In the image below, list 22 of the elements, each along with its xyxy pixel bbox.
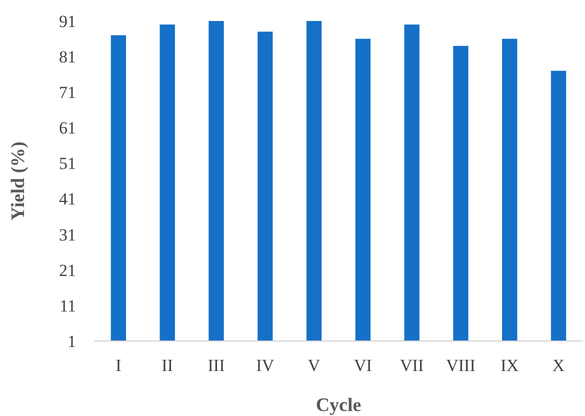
x-tick-label: VIII bbox=[446, 356, 476, 375]
x-tick-label: V bbox=[308, 356, 321, 375]
x-tick-label: X bbox=[552, 356, 565, 375]
y-tick-label: 31 bbox=[59, 225, 76, 244]
y-axis-title: Yield (%) bbox=[8, 142, 29, 220]
y-tick-label: 71 bbox=[59, 83, 76, 102]
x-tick-label: VII bbox=[400, 356, 424, 375]
y-tick-label: 11 bbox=[60, 296, 76, 316]
x-tick-label: II bbox=[162, 356, 174, 375]
y-tick-label: 61 bbox=[59, 118, 76, 138]
x-tick-label: VI bbox=[354, 356, 372, 375]
y-tick-label: 51 bbox=[59, 154, 76, 174]
y-tick-label: 81 bbox=[59, 48, 76, 67]
x-tick-label: I bbox=[116, 356, 122, 375]
x-tick-label: IX bbox=[500, 356, 519, 375]
y-tick-label: 21 bbox=[59, 260, 76, 280]
x-tick-label: III bbox=[208, 356, 226, 375]
y-tick-label: 91 bbox=[59, 12, 76, 31]
y-tick-label: 1 bbox=[68, 332, 76, 351]
x-tick-label: IV bbox=[256, 356, 275, 375]
x-axis-title: Cycle bbox=[316, 395, 362, 416]
y-tick-label: 41 bbox=[59, 190, 76, 209]
